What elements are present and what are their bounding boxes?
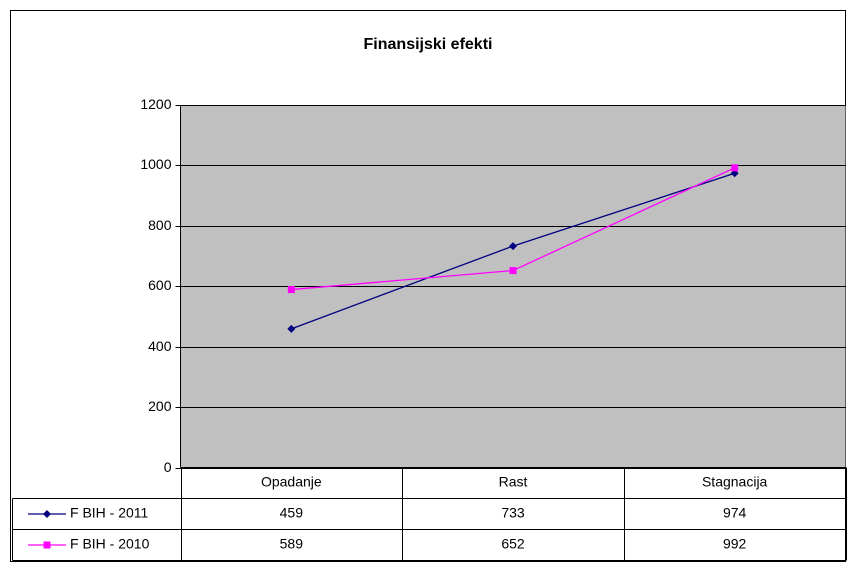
table-value: 992 — [723, 536, 747, 552]
table-value: 974 — [723, 505, 747, 521]
marker — [43, 510, 51, 518]
marker — [287, 286, 295, 294]
marker — [287, 324, 296, 333]
x-tick-label: Stagnacija — [702, 474, 768, 490]
y-tick-label: 800 — [148, 217, 172, 233]
marker — [509, 242, 517, 251]
table-value: 459 — [280, 505, 304, 521]
chart-title: Finansijski efekti — [364, 36, 493, 53]
legend-label: F BIH - 2011 — [70, 505, 149, 521]
table-value: 733 — [501, 505, 525, 521]
y-tick-label: 1200 — [140, 96, 171, 112]
x-tick-label: Rast — [499, 474, 528, 490]
y-tick-label: 200 — [148, 398, 172, 414]
table-value: 652 — [501, 536, 525, 552]
y-tick-label: 400 — [148, 338, 172, 354]
x-tick-label: Opadanje — [261, 474, 322, 490]
y-tick-label: 0 — [164, 459, 172, 475]
marker — [509, 267, 517, 275]
y-tick-label: 1000 — [140, 156, 171, 172]
marker — [731, 164, 739, 172]
marker — [43, 541, 51, 549]
legend-label: F BIH - 2010 — [70, 536, 150, 552]
table-value: 589 — [280, 536, 304, 552]
y-tick-label: 600 — [148, 277, 172, 293]
